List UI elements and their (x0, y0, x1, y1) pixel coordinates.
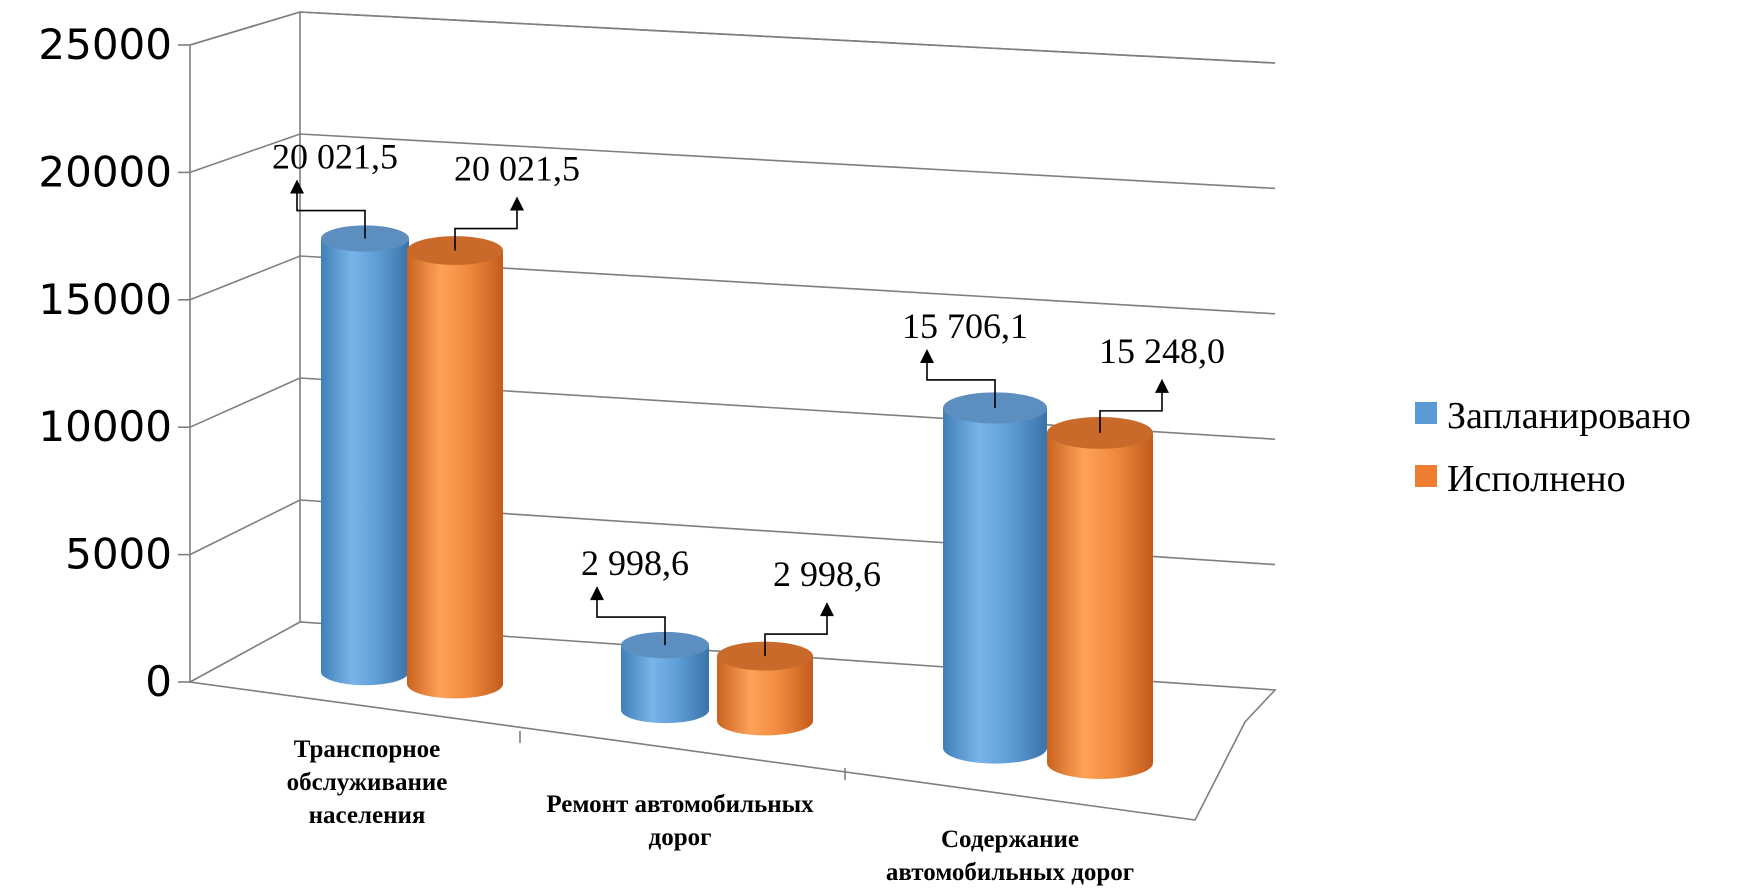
y-tick-label: 20000 (38, 147, 172, 196)
y-tick-label: 15000 (38, 275, 172, 324)
category-label: обслуживание (287, 769, 448, 796)
y-tick-label: 5000 (65, 530, 172, 579)
category-label: Транспорное (294, 736, 440, 763)
bar (321, 238, 409, 686)
bar (943, 407, 1047, 764)
y-axis: 0 5000 10000 15000 20000 25000 (38, 20, 172, 706)
data-label: 2 998,6 (581, 543, 689, 583)
label-leader-line (1099, 382, 1163, 433)
leader-arrow (510, 196, 524, 211)
label-leader-line (596, 590, 666, 646)
y-tick-label: 10000 (38, 402, 172, 451)
leader-arrow (920, 348, 934, 363)
label-leader-line (764, 606, 828, 657)
category-label: Ремонт автомобильных (546, 791, 814, 818)
bar (407, 250, 503, 699)
y-tick-label: 0 (145, 657, 172, 706)
data-label: 20 021,5 (272, 137, 398, 177)
category-label: Содержание (941, 826, 1079, 853)
plot-area: 20 021,5 20 021,5 2 998,6 2 998,6 15 706,1 15… (272, 137, 1225, 779)
legend-label: Запланировано (1447, 395, 1691, 437)
gridline (189, 255, 1276, 315)
legend: Запланировано Исполнено (1415, 395, 1691, 500)
floor (187, 621, 1277, 821)
x-axis: Транспорное обслуживание населения Ремонт а… (287, 731, 1134, 886)
category-label: дорог (649, 824, 712, 851)
leader-arrow (590, 586, 604, 601)
y-tick-label: 25000 (38, 20, 172, 69)
bar (1047, 432, 1153, 779)
gridline (189, 133, 1276, 190)
data-label: 15 706,1 (902, 306, 1028, 346)
label-leader-line (454, 200, 518, 251)
category-label: населения (309, 802, 426, 829)
label-leader-line (926, 352, 996, 408)
bar (621, 645, 709, 724)
leader-arrow (290, 179, 304, 194)
legend-swatch (1415, 402, 1437, 424)
gridline (189, 11, 1276, 64)
category-label: автомобильных дорог (886, 859, 1134, 886)
data-label: 20 021,5 (454, 149, 580, 189)
legend-label: Исполнено (1447, 458, 1626, 500)
back-wall-top-edge (189, 11, 1276, 64)
data-label: 2 998,6 (773, 554, 881, 594)
chart-walls (178, 11, 1277, 821)
data-label: 15 248,0 (1099, 331, 1225, 371)
leader-arrow (820, 602, 834, 617)
label-leader-line (296, 183, 366, 239)
bar (717, 656, 813, 736)
leader-arrow (1155, 378, 1169, 393)
bar-top (407, 236, 503, 265)
legend-swatch (1415, 465, 1437, 487)
